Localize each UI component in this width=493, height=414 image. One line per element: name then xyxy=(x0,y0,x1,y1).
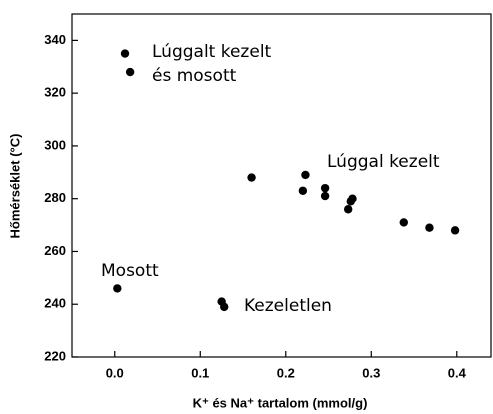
y-tick-label: 220 xyxy=(44,348,66,363)
point xyxy=(348,194,357,203)
y-tick-label: 340 xyxy=(44,32,66,47)
point xyxy=(320,191,330,201)
y-tick-label: 280 xyxy=(44,190,66,205)
y-axis-label: Hőmérséklet (°C) xyxy=(7,134,22,239)
annotation: Kezeletlen xyxy=(244,296,332,316)
y-tick-label: 320 xyxy=(44,85,66,100)
point xyxy=(113,284,122,293)
y-tick-label: 260 xyxy=(44,243,66,258)
point xyxy=(125,67,135,77)
point xyxy=(399,218,408,227)
x-tick-label: 0.4 xyxy=(448,365,467,380)
plot-frame xyxy=(71,13,492,358)
y-tick-label: 300 xyxy=(44,137,66,152)
point xyxy=(247,173,256,182)
x-tick-label: 0.0 xyxy=(106,365,124,380)
point xyxy=(220,302,229,312)
annotation: Lúggal kezelt xyxy=(327,152,440,172)
point xyxy=(343,205,353,214)
point xyxy=(450,226,460,235)
annotation: és mosott xyxy=(152,66,237,86)
point xyxy=(320,183,330,193)
x-tick-label: 0.3 xyxy=(362,365,380,380)
x-tick-label: 0.2 xyxy=(277,365,295,380)
point xyxy=(298,186,308,195)
annotation: Mosott xyxy=(101,261,159,281)
x-tick-label: 0.1 xyxy=(191,365,209,380)
point xyxy=(120,49,130,58)
annotation: Lúggalt kezelt xyxy=(152,42,272,62)
point xyxy=(301,170,310,180)
point xyxy=(425,223,434,232)
y-tick-label: 240 xyxy=(44,296,66,311)
x-axis-label: K⁺ és Na⁺ tartalom (mmol/g) xyxy=(193,395,368,410)
